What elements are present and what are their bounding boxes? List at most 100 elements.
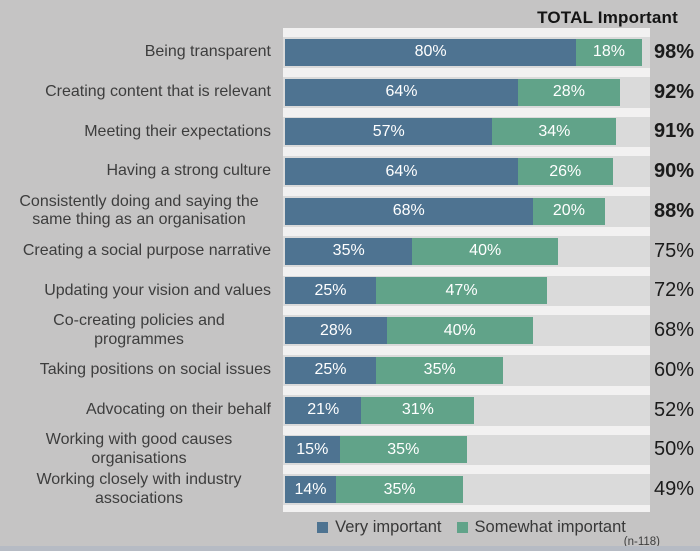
category-label: Creating content that is relevant [45,82,271,100]
segment-value-somewhat-important: 28% [552,83,585,101]
category-label: Meeting their expectations [84,122,271,140]
stacked-bar: 15% 35% [285,436,467,464]
segment-value-very-important: 68% [392,202,425,220]
category-label-cell: Advocating on their behalf [0,386,283,426]
bar-segment-somewhat-important: 35% [376,356,504,384]
segment-value-very-important: 25% [314,281,347,299]
chart-title: TOTAL Important [537,8,678,27]
stacked-bar: 80% 18% [285,38,642,66]
row-band: 15% 35% [283,425,650,466]
bar-segment-very-important: 80% [285,38,577,66]
segment-value-somewhat-important: 20% [552,202,585,220]
category-label: Creating a social purpose narrative [22,241,271,259]
bar-segment-somewhat-important: 40% [386,317,533,345]
category-label-cell: Working with good causes organisations [0,426,283,467]
bottom-accent-strip [0,546,700,551]
chart-row: Taking positions on social issues 25% 35… [0,346,700,386]
category-label: Having a strong culture [106,162,271,180]
bar-segment-very-important: 25% [285,356,376,384]
bar-segment-somewhat-important: 26% [517,158,613,186]
stacked-bar: 25% 47% [285,277,548,305]
total-label-cell: 72% [650,267,700,307]
segment-value-somewhat-important: 40% [469,242,502,260]
category-label-cell: Having a strong culture [0,147,283,187]
total-label-cell: 91% [650,108,700,148]
total-label: 75% [653,239,694,262]
total-label-cell: 49% [650,465,700,505]
bar-segment-somewhat-important: 28% [517,78,620,106]
total-label-cell: 75% [650,227,700,267]
segment-value-very-important: 15% [296,440,329,458]
stacked-bar: 57% 34% [285,118,617,146]
stacked-bar: 64% 26% [285,158,613,186]
segment-value-very-important: 57% [372,122,405,140]
total-label-cell: 88% [650,187,700,227]
chart-row: Being transparent 80% 18% 98% [0,28,700,68]
segment-value-very-important: 35% [332,242,365,260]
bar-segment-somewhat-important: 47% [376,277,548,305]
category-label: Co-creating policies and programmes [53,311,225,348]
chart-row: Consistently doing and saying the same t… [0,187,700,228]
stacked-bar: 68% 20% [285,197,606,225]
row-band: 64% 28% [283,67,650,108]
stacked-bar: 35% 40% [285,237,558,265]
row-band: 57% 34% [283,107,650,148]
category-label-cell: Meeting their expectations [0,108,283,148]
legend-swatch-very-important-icon [317,522,329,533]
chart-row: Meeting their expectations 57% 34% 91% [0,107,700,148]
legend-swatch-somewhat-important-icon [456,522,468,533]
chart-row: Working closely with industry associatio… [0,465,700,507]
bar-segment-very-important: 28% [285,317,387,345]
sample-size-note: (n-118) [623,536,660,548]
row-band: 80% 18% [283,28,650,68]
bar-segment-somewhat-important: 18% [576,38,642,66]
category-label: Taking positions on social issues [39,361,271,379]
bar-segment-very-important: 25% [285,277,376,305]
chart-row: Having a strong culture 64% 26% 90% [0,147,700,187]
bar-segment-somewhat-important: 35% [339,436,467,464]
legend-label-very-important: Very important [335,518,442,536]
category-label: Advocating on their behalf [85,400,271,418]
category-label-cell: Working closely with industry associatio… [0,465,283,507]
bar-segment-somewhat-important: 31% [361,396,475,424]
row-band: 25% 47% [283,266,650,307]
segment-value-somewhat-important: 26% [549,162,582,180]
category-label-cell: Being transparent [0,28,283,68]
chart-row: Advocating on their behalf 21% 31% 52% [0,385,700,426]
total-label: 91% [653,120,694,143]
segment-value-somewhat-important: 31% [401,401,434,419]
row-band: 35% 40% [283,226,650,267]
stacked-bar: 14% 35% [285,476,464,504]
plot-bottom-edge [283,505,650,512]
total-label: 50% [653,438,694,461]
segment-value-somewhat-important: 40% [443,321,476,339]
total-label: 60% [653,358,694,381]
total-label: 98% [653,40,694,63]
bar-segment-very-important: 15% [285,436,340,464]
segment-value-very-important: 80% [414,43,447,61]
row-band: 28% 40% [283,306,650,346]
segment-value-very-important: 21% [307,401,340,419]
segment-value-somewhat-important: 47% [445,281,478,299]
category-label-cell: Updating your vision and values [0,267,283,307]
category-label: Working closely with industry associatio… [36,470,242,507]
chart-row: Creating a social purpose narrative 35% … [0,226,700,267]
category-label: Working with good causes organisations [45,431,233,467]
segment-value-somewhat-important: 18% [592,43,625,61]
bar-segment-somewhat-important: 20% [532,197,606,225]
bar-segment-very-important: 21% [285,396,362,424]
chart-rows: Being transparent 80% 18% 98% Creating c… [0,28,700,507]
row-band: 64% 26% [283,147,650,187]
category-label: Updating your vision and values [44,281,271,299]
stacked-bar: 64% 28% [285,78,620,106]
bar-segment-very-important: 57% [285,118,493,146]
bar-segment-somewhat-important: 34% [492,118,617,146]
segment-value-very-important: 28% [319,321,352,339]
segment-value-somewhat-important: 35% [423,361,456,379]
total-label-cell: 90% [650,147,700,187]
segment-value-very-important: 64% [385,162,418,180]
category-label-cell: Creating content that is relevant [0,68,283,108]
category-label-cell: Co-creating policies and programmes [0,306,283,348]
bar-segment-very-important: 68% [285,197,533,225]
